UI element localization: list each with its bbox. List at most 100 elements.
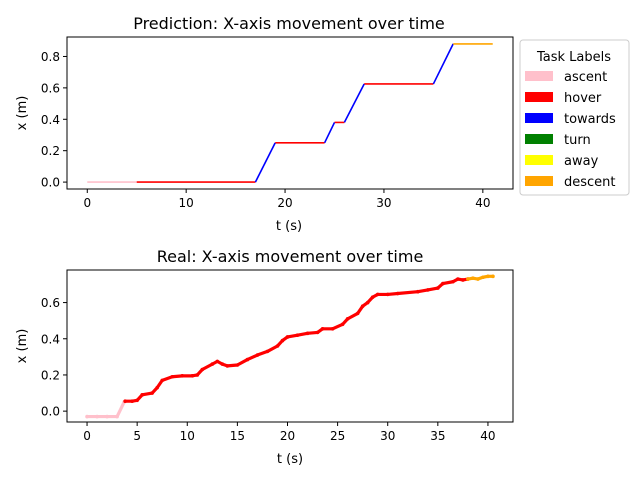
prediction-subplot: Prediction: X-axis movement over time 0 1…	[15, 14, 514, 234]
real-hover-point-27	[330, 327, 335, 331]
real-y-ticks: 0.0 0.2 0.4 0.6	[41, 296, 67, 419]
real-x-tick-label-4: 20	[280, 429, 295, 443]
real-hover-point-36	[395, 291, 400, 296]
real-hover-point-7	[170, 374, 175, 379]
real-hover-point-28	[340, 322, 345, 327]
real-hover-point-15	[225, 364, 230, 368]
real-ascent-point-0	[85, 414, 89, 419]
legend-swatch-turn	[525, 134, 553, 144]
real-x-ticks: 0 5 10 15 20 25 30 35 40	[83, 422, 496, 443]
real-y-tick-label-3: 0.6	[41, 296, 60, 310]
real-hover-point-23	[295, 333, 300, 337]
real-hover-point-4	[150, 391, 154, 395]
real-hover-point-31	[360, 304, 365, 308]
prediction-towards-segment-2	[343, 83, 365, 123]
prediction-x-tick-label-3: 30	[376, 196, 391, 210]
real-hover-point-13	[215, 359, 220, 364]
prediction-towards-segment-3	[432, 43, 454, 85]
real-hover-point-40	[441, 281, 445, 286]
legend-label-descent: descent	[564, 175, 616, 190]
real-hover-point-3	[140, 393, 144, 397]
real-hover-point-33	[370, 295, 375, 299]
real-y-axis-label: x (m)	[15, 329, 30, 364]
real-x-axis-label: t (s)	[277, 452, 303, 467]
real-descent-point-3	[481, 275, 485, 280]
real-ascent-point-1	[95, 414, 99, 419]
real-hover-point-34	[375, 292, 380, 297]
real-subplot: Real: X-axis movement over time 0 5 10 15 20…	[15, 247, 514, 467]
legend-label-turn: turn	[564, 133, 591, 148]
real-hover-point-16	[235, 363, 240, 367]
real-hover-point-29	[345, 317, 350, 321]
real-descent-point-2	[476, 277, 480, 281]
prediction-title: Prediction: X-axis movement over time	[133, 14, 445, 33]
real-descent-point-0	[466, 277, 470, 281]
prediction-y-tick-label-1: 0.2	[41, 144, 60, 158]
real-y-tick-label-0: 0.0	[41, 405, 60, 419]
real-hover-point-41	[451, 279, 455, 284]
prediction-x-tick-label-1: 10	[179, 196, 194, 210]
legend-title: Task Labels	[536, 50, 611, 65]
prediction-x-ticks: 0 10 20 30 40	[83, 189, 490, 210]
legend-label-towards: towards	[564, 112, 616, 127]
prediction-y-ticks: 0.0 0.2 0.4 0.6 0.8	[41, 50, 67, 190]
real-hover-point-1	[130, 399, 134, 403]
real-descent-point-4	[486, 274, 490, 279]
real-hover-point-20	[275, 344, 280, 348]
real-hover-point-6	[160, 378, 165, 383]
real-hover-point-9	[190, 374, 195, 378]
legend-swatch-descent	[525, 176, 553, 186]
real-title: Real: X-axis movement over time	[157, 247, 424, 266]
real-ascent-point-3	[115, 414, 119, 419]
real-hover-point-2	[135, 398, 139, 403]
real-hover-point-35	[385, 292, 390, 297]
legend-entries: ascent hover towards turn away descent	[525, 70, 616, 190]
real-hover-point-17	[245, 357, 250, 362]
real-x-tick-label-8: 40	[480, 429, 495, 443]
real-hover-point-24	[305, 331, 310, 336]
real-hover-point-42	[456, 277, 460, 281]
real-hover-trace	[123, 277, 470, 403]
real-ascent-point-2	[105, 414, 109, 419]
prediction-x-tick-label-2: 20	[277, 196, 292, 210]
real-x-tick-label-1: 5	[133, 429, 141, 443]
prediction-y-tick-label-3: 0.6	[41, 81, 60, 95]
real-ascent-trace	[85, 400, 126, 419]
real-hover-point-18	[255, 353, 260, 357]
legend-label-ascent: ascent	[564, 70, 607, 85]
prediction-x-tick-label-4: 40	[475, 196, 490, 210]
prediction-y-axis-label: x (m)	[15, 96, 30, 131]
real-x-tick-label-0: 0	[83, 429, 91, 443]
prediction-towards-segment-1	[323, 122, 336, 144]
real-hover-point-25	[315, 330, 320, 335]
real-x-tick-label-6: 30	[380, 429, 395, 443]
prediction-x-tick-label-0: 0	[83, 196, 91, 210]
real-hover-point-10	[195, 373, 200, 377]
real-axes-frame	[66, 269, 514, 423]
real-hover-point-12	[210, 362, 215, 366]
prediction-towards-segment-0	[254, 142, 276, 183]
real-hover-point-30	[355, 311, 360, 316]
real-hover-point-14	[220, 362, 225, 366]
real-y-tick-label-1: 0.2	[41, 368, 60, 382]
legend-swatch-ascent	[525, 71, 553, 81]
real-hover-point-39	[436, 286, 440, 290]
real-hover-point-11	[200, 367, 205, 372]
real-x-tick-label-5: 25	[330, 429, 345, 443]
real-x-tick-label-7: 35	[430, 429, 445, 443]
legend: Task Labels ascent hover towards turn away de…	[519, 39, 630, 196]
legend-label-away: away	[564, 154, 599, 169]
legend-swatch-towards	[525, 113, 553, 123]
legend-swatch-away	[525, 155, 553, 165]
legend-label-hover: hover	[564, 91, 602, 106]
prediction-y-tick-label-0: 0.0	[41, 176, 60, 190]
real-hover-point-38	[426, 288, 430, 292]
prediction-x-axis-label: t (s)	[276, 219, 302, 234]
real-hover-point-19	[265, 349, 270, 354]
real-descent-point-1	[471, 276, 475, 280]
real-hover-point-0	[123, 399, 127, 403]
real-hover-point-32	[365, 300, 370, 305]
real-hover-point-26	[320, 327, 325, 331]
legend-swatch-hover	[525, 92, 553, 102]
